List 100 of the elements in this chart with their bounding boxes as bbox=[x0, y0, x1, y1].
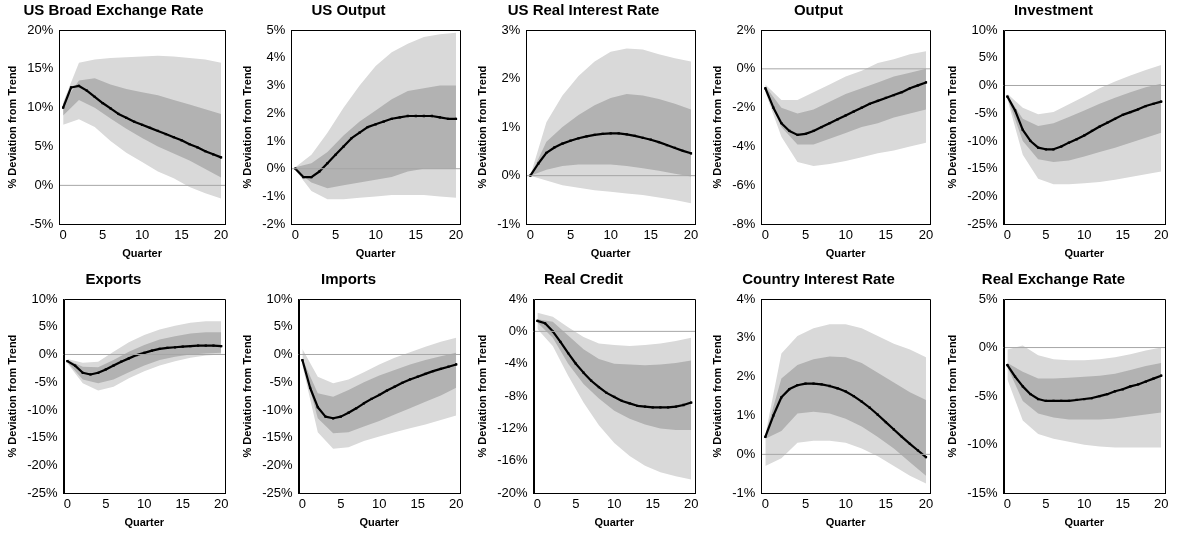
x-tick-label: 5 bbox=[801, 226, 810, 242]
x-axis-title: Quarter bbox=[355, 247, 397, 260]
x-axis-title: Quarter bbox=[1064, 516, 1105, 529]
x-tick-label: 10 bbox=[838, 226, 853, 242]
x-tick-label: 10 bbox=[134, 226, 150, 242]
point bbox=[150, 349, 154, 352]
x-tick-label: 15 bbox=[1115, 495, 1130, 511]
x-tick-label: 15 bbox=[175, 495, 190, 511]
y-tick-label: -20% bbox=[497, 484, 528, 500]
x-tick-label: 20 bbox=[918, 226, 934, 242]
chart-title: Imports bbox=[320, 270, 377, 288]
x-tick-label: 10 bbox=[1077, 226, 1092, 242]
y-tick-label: -15% bbox=[262, 429, 293, 445]
y-axis-title: % Deviation from Trend bbox=[710, 65, 723, 189]
point bbox=[339, 415, 342, 418]
point bbox=[1006, 363, 1009, 367]
point bbox=[1060, 145, 1063, 148]
point bbox=[674, 405, 677, 408]
y-tick-label: 5% bbox=[978, 290, 998, 306]
point bbox=[196, 344, 200, 347]
x-tick-label: 20 bbox=[1153, 495, 1169, 511]
point bbox=[408, 378, 412, 381]
x-tick-label: 15 bbox=[408, 226, 424, 242]
y-tick-label: 10% bbox=[266, 290, 293, 306]
y-axis-title: % Deviation from Trend bbox=[945, 334, 958, 458]
y-axis-title: % Deviation from Trend bbox=[240, 334, 253, 458]
point bbox=[605, 391, 608, 394]
x-tick-label: 20 bbox=[448, 226, 464, 242]
y-tick-label: -5% bbox=[34, 373, 58, 389]
y-tick-label: -6% bbox=[732, 176, 756, 192]
y-tick-label: -10% bbox=[27, 401, 58, 417]
point bbox=[385, 389, 389, 392]
point bbox=[1160, 100, 1163, 103]
y-tick-label: 0% bbox=[978, 339, 998, 355]
y-tick-label: 4% bbox=[736, 290, 756, 306]
point bbox=[398, 116, 401, 119]
x-tick-label: 15 bbox=[878, 495, 894, 511]
point bbox=[370, 397, 373, 401]
point bbox=[585, 135, 588, 138]
x-axis-title: Quarter bbox=[825, 516, 867, 529]
y-tick-label: 4% bbox=[508, 290, 528, 306]
point bbox=[916, 449, 920, 452]
point bbox=[628, 402, 631, 405]
chart-title: US Real Interest Rate bbox=[507, 1, 660, 19]
y-tick-label: 1% bbox=[266, 132, 286, 148]
y-tick-label: -10% bbox=[262, 401, 293, 417]
y-tick-label: 1% bbox=[736, 407, 756, 423]
y-axis-title: % Deviation from Trend bbox=[710, 334, 723, 458]
x-tick-label: 0 bbox=[761, 226, 769, 242]
chart-title: Investment bbox=[1013, 1, 1094, 19]
point bbox=[625, 133, 628, 136]
y-tick-label: 0% bbox=[266, 160, 286, 176]
x-tick-label: 5 bbox=[99, 226, 107, 242]
x-axis-title: Quarter bbox=[124, 516, 165, 529]
y-tick-label: -12% bbox=[497, 420, 528, 436]
point bbox=[1144, 380, 1147, 383]
y-tick-label: 2% bbox=[501, 70, 521, 86]
y-tick-label: 10% bbox=[971, 21, 998, 37]
y-axis-title: % Deviation from Trend bbox=[5, 334, 18, 458]
y-tick-label: -5% bbox=[30, 215, 54, 231]
point bbox=[812, 382, 815, 385]
point bbox=[617, 132, 620, 135]
x-tick-label: 5 bbox=[1042, 495, 1050, 511]
y-tick-label: -4% bbox=[504, 355, 528, 371]
point bbox=[318, 170, 321, 173]
point bbox=[455, 363, 458, 366]
y-tick-label: -1% bbox=[497, 215, 521, 231]
x-tick-label: 10 bbox=[838, 495, 853, 511]
point bbox=[609, 132, 612, 135]
y-tick-label: -2% bbox=[732, 99, 756, 115]
y-tick-label: 0% bbox=[508, 322, 528, 338]
chart-title: Real Exchange Rate bbox=[981, 270, 1126, 288]
chart-title: US Output bbox=[311, 1, 386, 19]
x-tick-label: 15 bbox=[645, 495, 660, 511]
y-tick-label: 5% bbox=[266, 21, 286, 37]
point bbox=[577, 137, 580, 140]
x-tick-label: 0 bbox=[761, 495, 769, 511]
y-axis-title: % Deviation from Trend bbox=[475, 65, 488, 189]
x-axis-title: Quarter bbox=[590, 247, 632, 260]
y-tick-label: 4% bbox=[266, 49, 286, 65]
x-tick-label: 5 bbox=[801, 495, 810, 511]
x-tick-label: 10 bbox=[368, 226, 383, 242]
y-tick-label: 5% bbox=[978, 49, 998, 65]
y-axis-title: % Deviation from Trend bbox=[945, 65, 958, 189]
x-tick-label: 10 bbox=[372, 495, 387, 511]
x-tick-label: 0 bbox=[526, 226, 534, 242]
y-tick-label: 0% bbox=[273, 346, 293, 362]
y-tick-label: -1% bbox=[732, 484, 756, 500]
point bbox=[1013, 109, 1017, 112]
point bbox=[651, 406, 654, 409]
point bbox=[828, 384, 831, 388]
x-tick-label: 20 bbox=[918, 495, 934, 511]
x-tick-label: 15 bbox=[643, 226, 659, 242]
x-tick-label: 10 bbox=[137, 495, 152, 511]
y-tick-label: 3% bbox=[501, 21, 521, 37]
y-tick-label: 10% bbox=[27, 99, 54, 115]
y-tick-label: -4% bbox=[732, 138, 756, 154]
x-tick-label: 15 bbox=[1115, 226, 1130, 242]
x-tick-label: 20 bbox=[213, 495, 229, 511]
y-tick-label: 10% bbox=[31, 290, 58, 306]
